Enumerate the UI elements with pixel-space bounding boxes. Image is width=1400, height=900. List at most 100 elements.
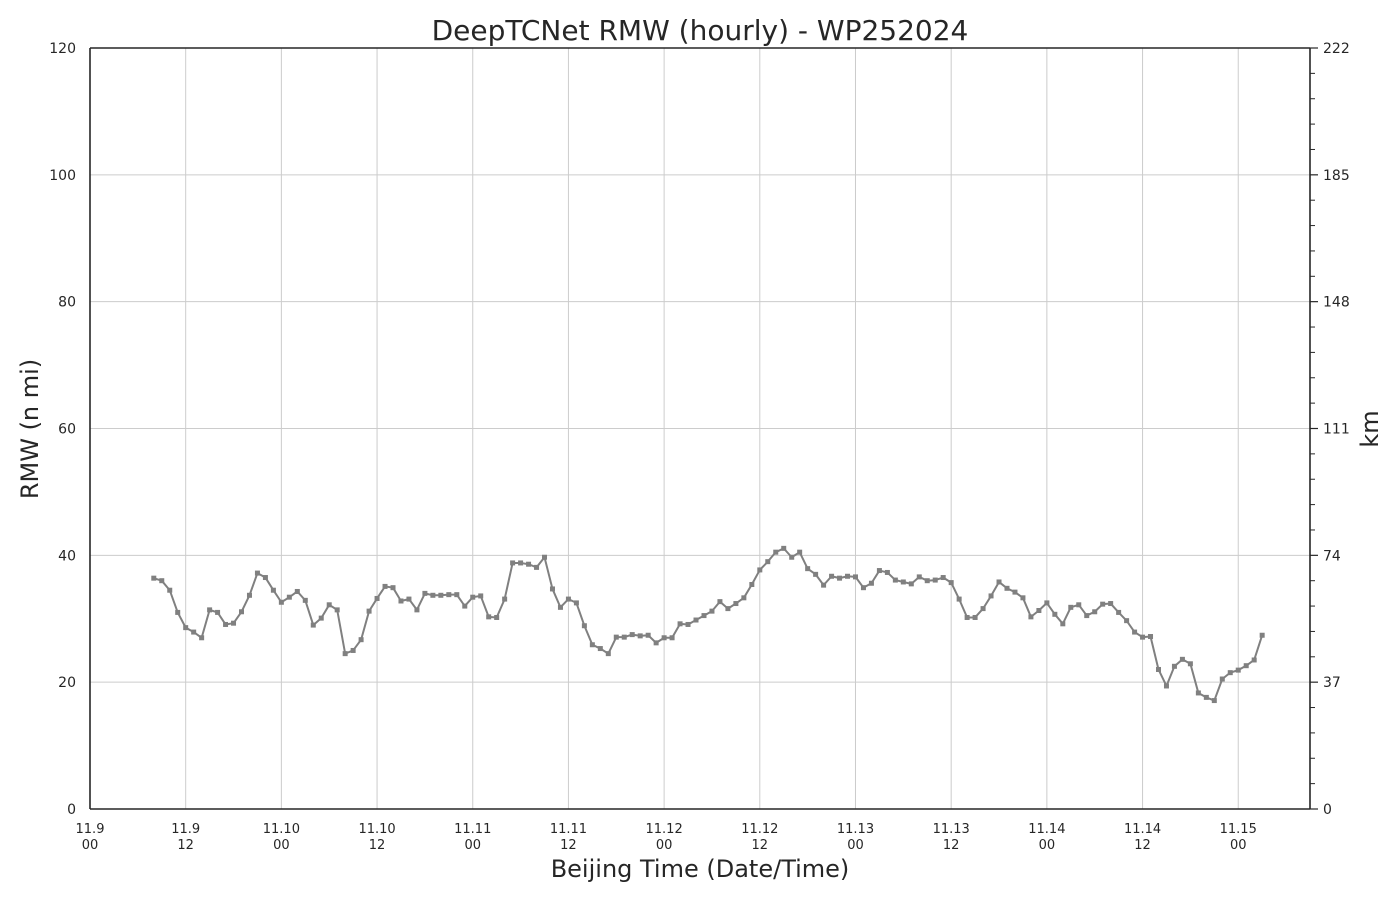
data-point xyxy=(286,594,292,600)
data-point xyxy=(1100,601,1106,607)
data-point xyxy=(693,617,699,623)
data-point xyxy=(382,583,388,589)
data-point xyxy=(749,582,755,587)
data-point xyxy=(613,634,619,640)
data-point xyxy=(653,640,659,646)
data-point xyxy=(478,593,484,599)
data-point xyxy=(175,609,181,615)
data-point xyxy=(669,635,675,641)
data-point xyxy=(1259,632,1265,638)
data-point xyxy=(645,632,651,638)
data-point xyxy=(964,614,970,620)
data-point xyxy=(1012,589,1018,595)
data-point xyxy=(988,593,994,599)
data-point xyxy=(805,566,811,572)
x-tick-date: 11.10 xyxy=(358,822,395,837)
data-point xyxy=(1235,667,1241,673)
data-point xyxy=(781,545,787,551)
data-point xyxy=(270,587,276,593)
data-point xyxy=(773,549,779,555)
data-point xyxy=(502,596,508,602)
x-tick-time: 00 xyxy=(1039,838,1056,853)
data-point xyxy=(892,577,898,583)
x-tick-date: 11.14 xyxy=(1028,822,1065,837)
data-point xyxy=(1243,663,1249,669)
y-axis-label-left: RMW (n mi) xyxy=(16,359,44,499)
data-point xyxy=(789,554,795,560)
data-point xyxy=(1076,602,1082,608)
x-tick-time: 12 xyxy=(752,838,769,853)
data-point xyxy=(454,592,460,598)
data-point xyxy=(1148,634,1154,640)
data-point xyxy=(1020,595,1026,601)
data-point xyxy=(1004,585,1010,591)
data-point xyxy=(725,606,731,612)
x-tick-date: 11.12 xyxy=(741,822,778,837)
right-y-tick-label: 222 xyxy=(1323,41,1350,57)
data-point xyxy=(246,592,252,598)
data-point xyxy=(701,613,707,619)
x-tick-date: 11.9 xyxy=(171,822,200,837)
data-point xyxy=(494,614,500,620)
data-point xyxy=(948,580,954,586)
data-point xyxy=(1092,609,1098,615)
right-y-axis: 0 37 74 111 148 185 222 xyxy=(1310,41,1350,818)
data-point xyxy=(845,573,851,579)
data-point xyxy=(661,635,667,641)
data-point xyxy=(374,595,380,601)
data-point xyxy=(932,577,938,583)
data-point xyxy=(438,592,444,598)
data-point xyxy=(956,596,962,602)
x-tick-date: 11.15 xyxy=(1220,822,1257,837)
right-y-tick-label: 74 xyxy=(1323,548,1341,564)
x-tick-time: 00 xyxy=(273,838,290,853)
data-point xyxy=(765,559,771,565)
x-axis: 11.90011.91211.100011.101211.110011.1112… xyxy=(76,822,1257,853)
data-point xyxy=(1179,656,1185,662)
data-point xyxy=(1116,609,1122,615)
data-point xyxy=(685,621,691,627)
data-point xyxy=(1187,661,1193,667)
x-tick-time: 12 xyxy=(177,838,194,853)
series-line xyxy=(153,547,1264,702)
x-tick-date: 11.12 xyxy=(646,822,683,837)
data-point xyxy=(191,629,197,635)
data-point xyxy=(358,637,364,643)
data-point xyxy=(199,635,205,641)
data-point xyxy=(1227,670,1233,676)
data-point xyxy=(1044,600,1050,606)
data-point xyxy=(294,588,300,594)
data-point xyxy=(1140,634,1146,640)
data-point xyxy=(852,574,858,580)
chart-title: DeepTCNet RMW (hourly) - WP252024 xyxy=(432,14,969,47)
data-point xyxy=(908,581,914,587)
x-tick-date: 11.13 xyxy=(837,822,874,837)
data-point xyxy=(1028,614,1034,620)
data-point xyxy=(876,568,882,574)
data-point xyxy=(860,585,866,591)
x-tick-time: 12 xyxy=(943,838,960,853)
data-point xyxy=(318,615,324,621)
data-point xyxy=(510,560,516,566)
data-point xyxy=(486,614,492,620)
data-point xyxy=(980,606,986,612)
data-point xyxy=(334,607,340,613)
x-tick-date: 11.11 xyxy=(454,822,491,837)
gridlines xyxy=(90,47,1310,810)
y-tick-label: 100 xyxy=(49,168,76,184)
y-tick-label: 120 xyxy=(49,41,76,57)
series-points-group xyxy=(151,545,1265,704)
x-axis-label: Beijing Time (Date/Time) xyxy=(551,855,850,883)
data-point xyxy=(534,564,540,570)
data-point xyxy=(741,595,747,601)
right-y-tick-label: 111 xyxy=(1323,422,1350,438)
data-point xyxy=(302,597,308,603)
data-point xyxy=(972,614,978,620)
y-tick-label: 80 xyxy=(58,295,76,311)
data-point xyxy=(677,621,683,627)
data-point xyxy=(573,600,579,606)
data-point xyxy=(470,594,476,600)
data-point xyxy=(254,570,260,576)
data-point xyxy=(231,620,237,626)
